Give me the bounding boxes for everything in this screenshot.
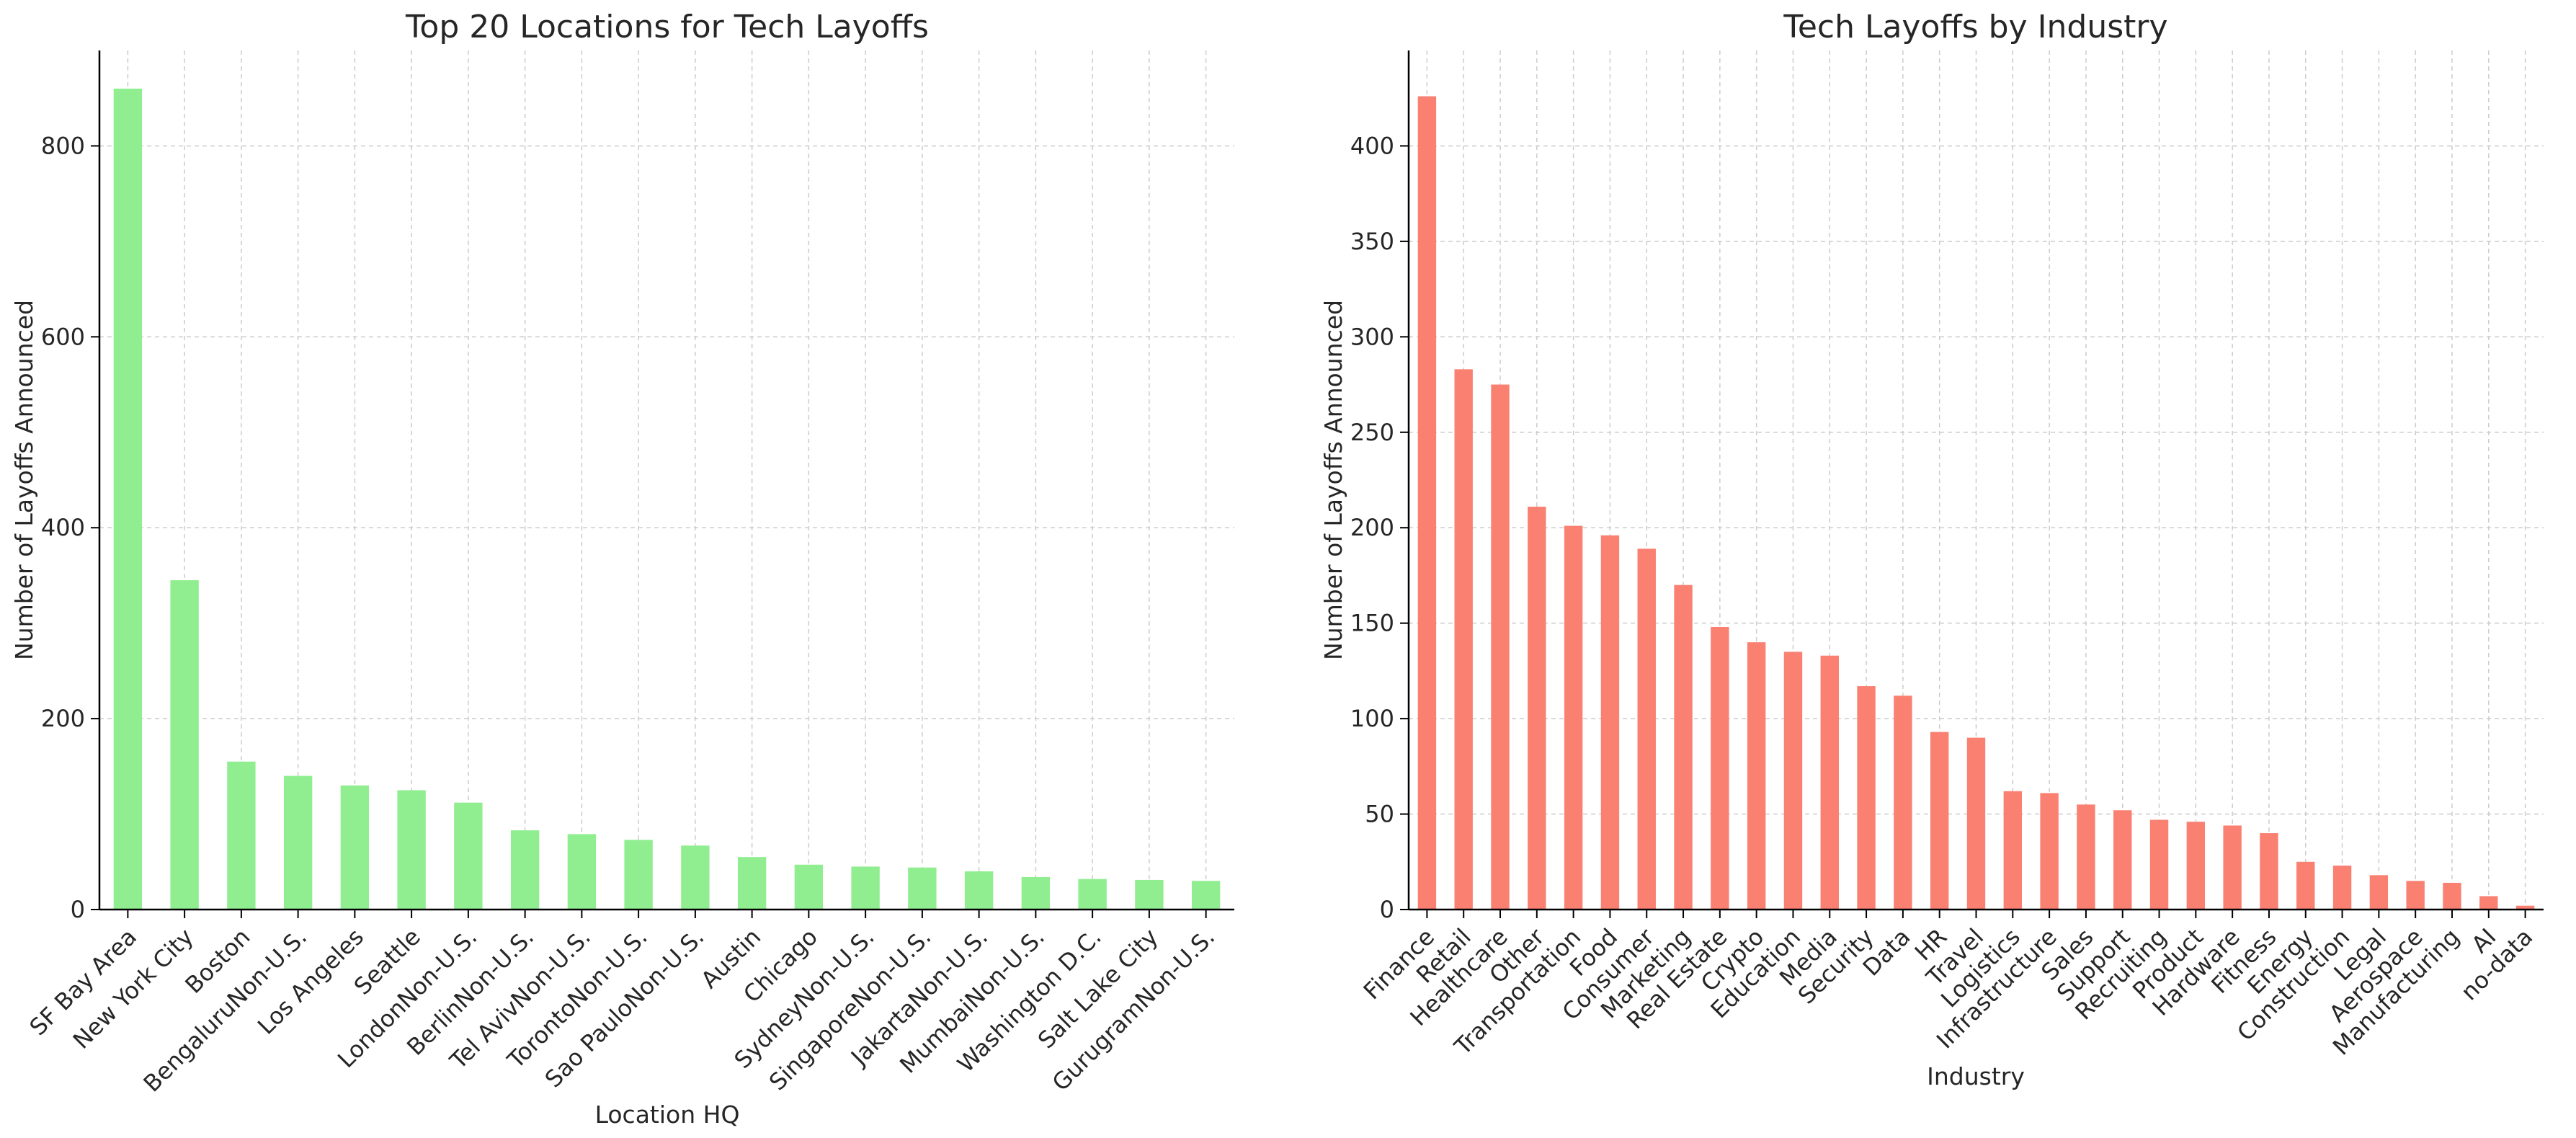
bar: [2260, 833, 2278, 910]
bar: [1857, 686, 1876, 910]
x-axis-label: Location HQ: [595, 1101, 740, 1129]
y-tick-label: 800: [41, 132, 85, 159]
y-tick-label: 100: [1350, 705, 1394, 732]
bar: [1894, 695, 1912, 910]
bar: [964, 871, 994, 910]
bar: [681, 845, 710, 910]
bar: [737, 857, 767, 910]
y-axis-label: Number of Layoffs Announced: [1319, 300, 1347, 660]
bar: [1637, 548, 1656, 910]
bar: [2332, 866, 2352, 910]
y-tick-label: 300: [1350, 323, 1394, 350]
chart-title: Top 20 Locations for Tech Layoffs: [405, 9, 929, 45]
y-axis-label: Number of Layoffs Announced: [10, 300, 38, 660]
bar: [340, 785, 370, 910]
bar: [567, 834, 597, 910]
y-tick-label: 150: [1350, 610, 1394, 637]
bar: [1930, 732, 1949, 910]
y-tick-label: 600: [41, 323, 85, 350]
bar: [1564, 525, 1583, 910]
bar: [1528, 507, 1546, 910]
bar: [454, 802, 483, 910]
bar: [851, 866, 880, 910]
x-tick-label: no-data: [2456, 923, 2539, 1006]
bar: [2406, 881, 2425, 910]
bar: [1191, 881, 1221, 910]
bar: [2223, 825, 2242, 910]
bar: [1674, 584, 1693, 910]
bar: [1454, 369, 1473, 910]
bar: [170, 580, 199, 910]
y-tick-label: 0: [71, 896, 85, 923]
bar: [2479, 896, 2498, 910]
y-tick-label: 200: [41, 705, 85, 732]
bar: [2149, 819, 2169, 910]
bar: [1600, 535, 1620, 910]
bar: [397, 790, 426, 910]
bar: [2443, 882, 2461, 910]
bar: [113, 88, 143, 910]
bar: [2003, 791, 2023, 910]
bar: [794, 864, 824, 910]
bar: [1491, 384, 1510, 910]
bar: [227, 761, 256, 910]
x-axis-label: Industry: [1927, 1062, 2025, 1090]
bar: [1783, 652, 1803, 910]
bar: [1820, 655, 1839, 910]
bar: [1747, 642, 1766, 910]
bar: [908, 867, 937, 910]
bar: [2186, 822, 2206, 910]
chart-industries: Tech Layoffs by Industry Industry Number…: [1319, 9, 2544, 1090]
y-tick-label: 350: [1350, 228, 1394, 255]
bar: [1711, 626, 1729, 910]
y-tick-label: 50: [1365, 801, 1394, 828]
y-tick-label: 0: [1380, 896, 1394, 923]
bar: [1078, 879, 1107, 910]
bar: [2040, 793, 2059, 910]
bar: [2369, 875, 2389, 910]
y-tick-label: 250: [1350, 419, 1394, 446]
y-tick-label: 400: [41, 514, 85, 541]
bar: [1417, 96, 1437, 910]
bar: [2515, 905, 2535, 910]
chart-locations: Top 20 Locations for Tech Layoffs Locati…: [10, 9, 1234, 1129]
bar: [2077, 804, 2095, 910]
bar: [510, 830, 540, 910]
y-tick-label: 400: [1350, 132, 1394, 159]
bar: [1135, 879, 1164, 910]
bar: [1021, 876, 1051, 910]
bar: [2296, 861, 2315, 910]
bar: [624, 840, 653, 910]
chart-title: Tech Layoffs by Industry: [1783, 9, 2167, 45]
y-tick-label: 200: [1350, 514, 1394, 541]
bar: [2113, 810, 2132, 910]
bar: [1966, 737, 1986, 910]
bar: [283, 775, 313, 910]
